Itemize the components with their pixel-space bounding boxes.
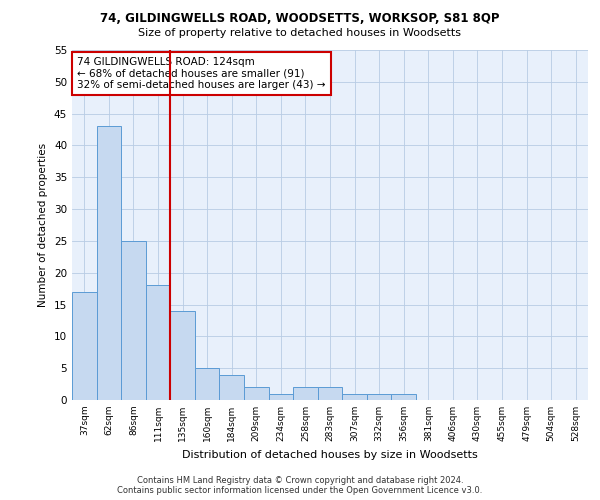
Bar (195, 368, 220, 400)
Bar (391, 394, 416, 400)
Bar (97, 126, 121, 400)
Bar (72, 292, 97, 400)
X-axis label: Distribution of detached houses by size in Woodsetts: Distribution of detached houses by size … (182, 450, 478, 460)
Bar (367, 394, 391, 400)
Bar (293, 388, 318, 400)
Text: 74 GILDINGWELLS ROAD: 124sqm
← 68% of detached houses are smaller (91)
32% of se: 74 GILDINGWELLS ROAD: 124sqm ← 68% of de… (77, 57, 326, 90)
Bar (318, 388, 342, 400)
Text: Size of property relative to detached houses in Woodsetts: Size of property relative to detached ho… (139, 28, 461, 38)
Text: 74, GILDINGWELLS ROAD, WOODSETTS, WORKSOP, S81 8QP: 74, GILDINGWELLS ROAD, WOODSETTS, WORKSO… (100, 12, 500, 26)
Bar (220, 374, 244, 400)
Y-axis label: Number of detached properties: Number of detached properties (38, 143, 49, 307)
Text: Contains public sector information licensed under the Open Government Licence v3: Contains public sector information licen… (118, 486, 482, 495)
Bar (121, 241, 146, 400)
Bar (146, 286, 170, 400)
Text: Contains HM Land Registry data © Crown copyright and database right 2024.: Contains HM Land Registry data © Crown c… (137, 476, 463, 485)
Bar (170, 311, 195, 400)
Bar (342, 394, 367, 400)
Bar (244, 388, 269, 400)
Bar (269, 394, 293, 400)
